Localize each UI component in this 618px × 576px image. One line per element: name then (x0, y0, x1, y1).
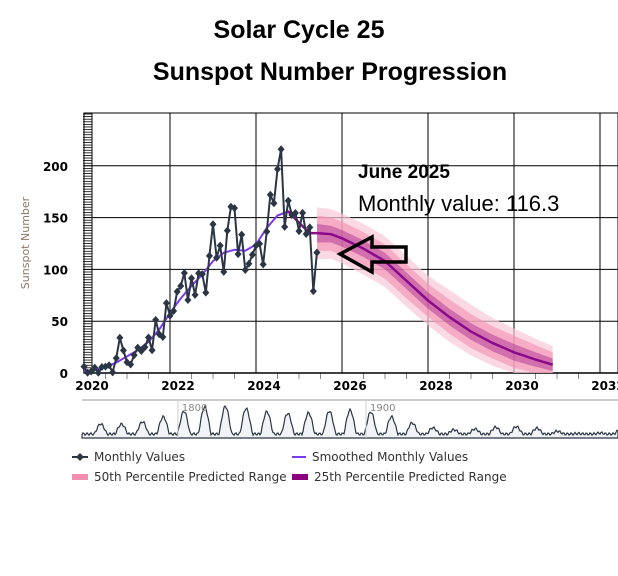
annotation-heading: June 2025 (358, 162, 450, 183)
monthly-point (109, 368, 117, 377)
legend-monthly[interactable]: Monthly Values (72, 450, 185, 464)
monthly-point (281, 222, 289, 231)
monthly-point (148, 346, 156, 355)
p25-legend-icon (292, 474, 308, 480)
legend-smoothed-label: Smoothed Monthly Values (312, 450, 469, 464)
monthly-point (277, 145, 285, 154)
legend-p25-label: 25th Percentile Predicted Range (314, 470, 507, 484)
monthly-point (173, 287, 181, 296)
monthly-point (209, 220, 217, 229)
monthly-point (116, 333, 124, 342)
monthly-point (94, 368, 102, 377)
monthly-point (263, 227, 271, 236)
monthly-legend-icon (72, 453, 88, 461)
chart-subtitle: Sunspot Number Progression (152, 58, 508, 86)
predicted-median-line (316, 231, 554, 366)
monthly-point (234, 250, 242, 259)
monthly-point (302, 229, 310, 238)
monthly-point (162, 299, 170, 308)
monthly-point (105, 361, 113, 370)
x-tick-label: 2024 (247, 379, 280, 393)
monthly-point (295, 227, 303, 236)
monthly-point (127, 360, 135, 369)
left-arrow-icon (336, 234, 408, 275)
monthly-point (91, 363, 99, 372)
monthly-point (141, 343, 149, 352)
legend-p50[interactable]: 50th Percentile Predicted Range (72, 470, 287, 484)
monthly-point (112, 354, 120, 363)
monthly-point (270, 199, 278, 208)
x-tick-label: 2032 (591, 379, 618, 393)
monthly-point (159, 332, 167, 341)
monthly-point (306, 223, 314, 232)
y-tick-label: 100 (43, 263, 68, 277)
monthly-point (213, 253, 221, 262)
legend-smoothed[interactable]: Smoothed Monthly Values (292, 450, 468, 464)
monthly-point (231, 204, 238, 213)
x-tick-label: 2030 (505, 379, 538, 393)
smoothed-legend-icon (292, 456, 306, 458)
monthly-point (248, 250, 256, 259)
legend-p50-label: 50th Percentile Predicted Range (94, 470, 287, 484)
monthly-point (284, 196, 292, 205)
monthly-point (266, 190, 274, 199)
monthly-point (259, 260, 267, 269)
monthly-point (313, 248, 321, 257)
monthly-point (223, 226, 231, 235)
y-tick-label: 50 (51, 315, 68, 329)
monthly-point (137, 347, 145, 356)
monthly-point (291, 208, 299, 217)
x-tick-label: 2026 (333, 379, 366, 393)
monthly-point (245, 259, 253, 268)
x-tick-label: 2020 (75, 379, 108, 393)
monthly-point (180, 269, 188, 278)
monthly-point (198, 270, 206, 279)
p50-legend-icon (72, 474, 88, 480)
monthly-point (202, 288, 210, 297)
monthly-point (238, 230, 246, 239)
x-tick-label: 2028 (419, 379, 452, 393)
monthly-point (274, 165, 281, 174)
monthly-point (205, 251, 213, 260)
y-tick-label: 0 (60, 367, 68, 381)
monthly-point (216, 241, 224, 250)
monthly-point (130, 351, 138, 360)
monthly-point (170, 306, 178, 315)
legend-p25[interactable]: 25th Percentile Predicted Range (292, 470, 507, 484)
legend-monthly-label: Monthly Values (94, 450, 186, 464)
annotation-text: Monthly value: 116.3 (358, 191, 559, 216)
monthly-point (256, 239, 264, 248)
y-axis-label: Sunspot Number (19, 196, 32, 289)
navigator: 1800 1900 (81, 399, 618, 439)
monthly-point (191, 290, 199, 299)
monthly-point (166, 311, 174, 320)
chart-title: Solar Cycle 25 (213, 16, 385, 44)
monthly-point (145, 333, 152, 342)
monthly-point (188, 274, 195, 283)
monthly-point (309, 287, 317, 296)
monthly-point (80, 362, 88, 371)
navigator-label: 1800 (182, 403, 207, 414)
navigator-series (81, 404, 618, 439)
monthly-point (177, 281, 185, 290)
x-tick-label: 2022 (161, 379, 194, 393)
y-tick-label: 150 (43, 212, 68, 226)
monthly-point (299, 208, 307, 217)
navigator-label: 1900 (370, 403, 395, 414)
monthly-point (241, 266, 249, 275)
monthly-point (152, 315, 160, 324)
monthly-point (220, 267, 228, 276)
monthly-point (119, 346, 127, 355)
monthly-point (184, 295, 192, 304)
y-tick-label: 200 (43, 160, 68, 174)
